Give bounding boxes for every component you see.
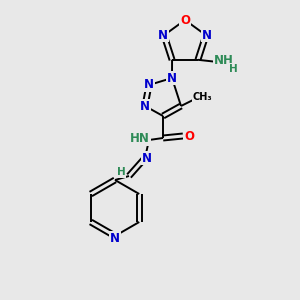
Text: N: N [142, 152, 152, 164]
Text: N: N [144, 79, 154, 92]
Text: H: H [229, 64, 237, 74]
Text: H: H [117, 167, 125, 177]
Text: NH: NH [214, 54, 234, 67]
Text: N: N [167, 71, 177, 85]
Text: N: N [202, 29, 212, 42]
Text: N: N [140, 100, 150, 112]
Text: CH₃: CH₃ [192, 92, 212, 102]
Text: N: N [110, 232, 120, 244]
Text: O: O [184, 130, 194, 142]
Text: O: O [180, 14, 190, 26]
Text: N: N [158, 29, 168, 42]
Text: HN: HN [130, 133, 150, 146]
